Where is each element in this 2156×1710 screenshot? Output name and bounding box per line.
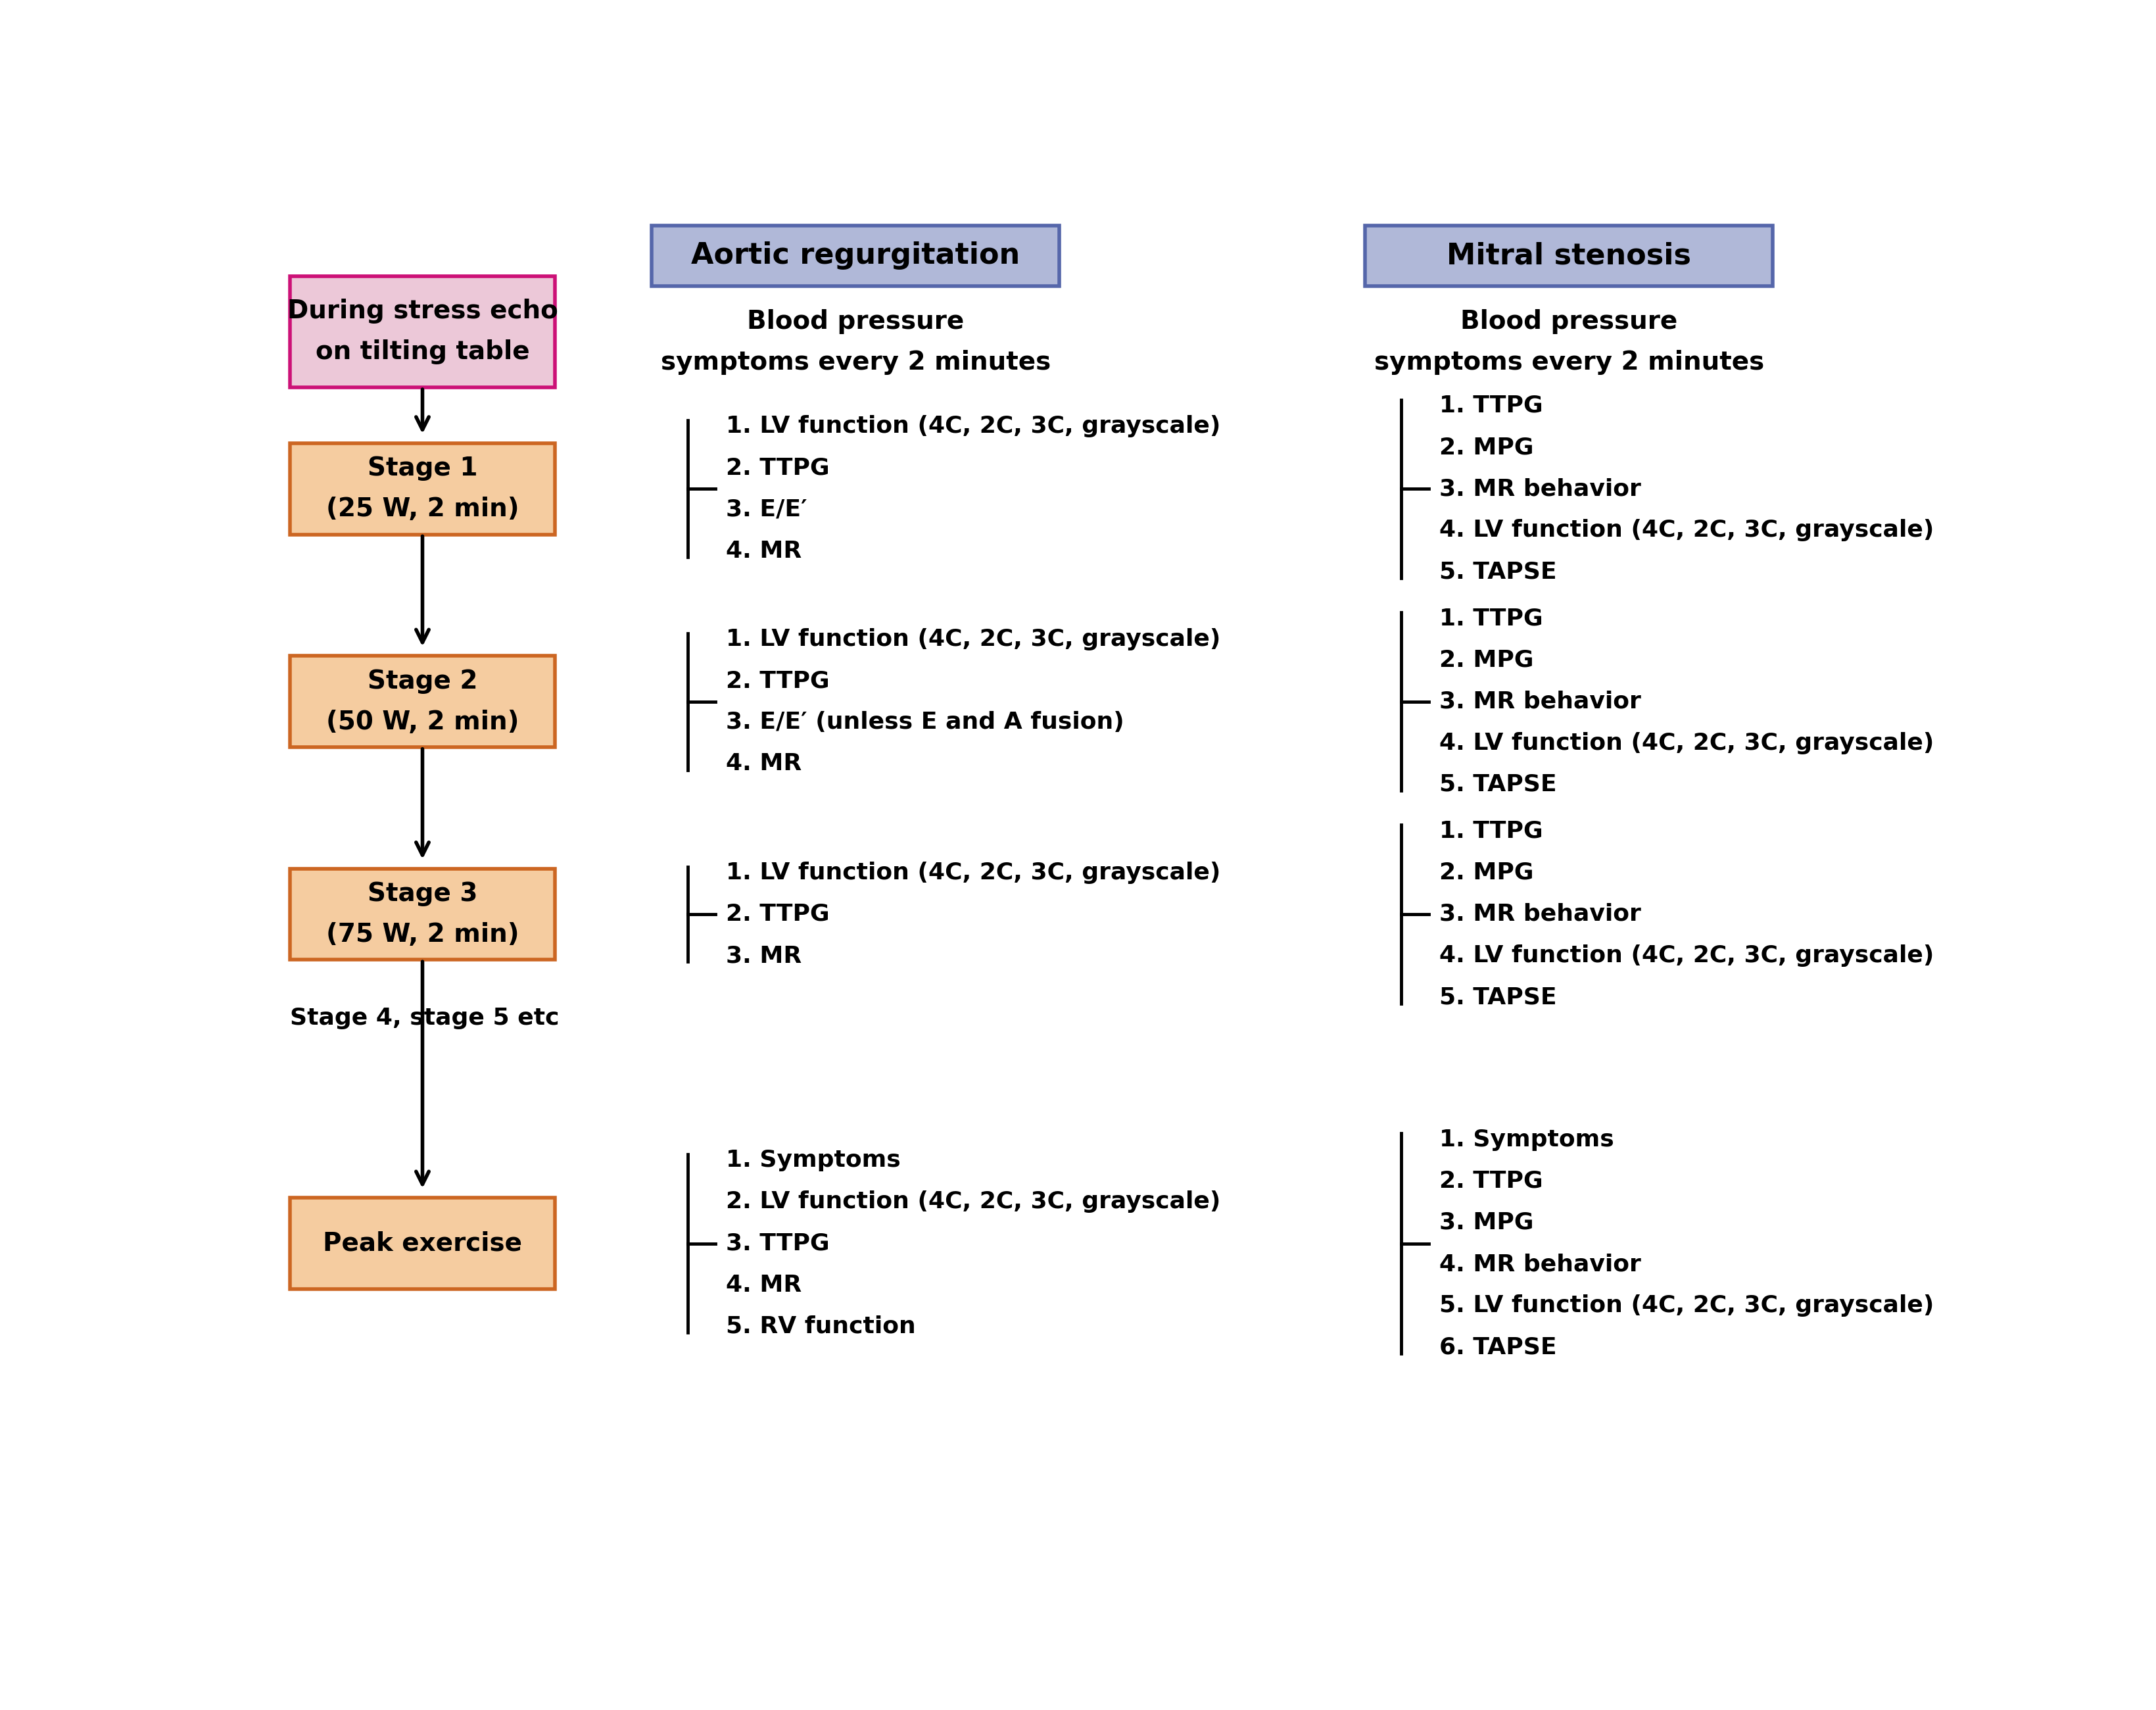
Text: 1. LV function (4C, 2C, 3C, grayscale): 1. LV function (4C, 2C, 3C, grayscale): [724, 416, 1220, 438]
Text: 3. E/E′: 3. E/E′: [724, 498, 806, 522]
Text: 3. TTPG: 3. TTPG: [724, 1233, 830, 1255]
Text: 5. TAPSE: 5. TAPSE: [1438, 773, 1557, 795]
Text: 1. Symptoms: 1. Symptoms: [1438, 1129, 1613, 1151]
Text: 3. MPG: 3. MPG: [1438, 1211, 1533, 1235]
Bar: [289, 869, 554, 959]
Text: 2. MPG: 2. MPG: [1438, 436, 1533, 458]
Text: 3. MR behavior: 3. MR behavior: [1438, 691, 1641, 713]
Text: 1. TTPG: 1. TTPG: [1438, 821, 1542, 843]
Text: 1. TTPG: 1. TTPG: [1438, 607, 1542, 629]
Text: 5. TAPSE: 5. TAPSE: [1438, 561, 1557, 583]
Text: 3. MR: 3. MR: [724, 944, 802, 966]
Text: During stress echo
on tilting table: During stress echo on tilting table: [287, 299, 558, 364]
Text: 4. LV function (4C, 2C, 3C, grayscale): 4. LV function (4C, 2C, 3C, grayscale): [1438, 944, 1934, 966]
Text: Blood pressure
symptoms every 2 minutes: Blood pressure symptoms every 2 minutes: [1373, 310, 1764, 374]
Text: 3. MR behavior: 3. MR behavior: [1438, 903, 1641, 925]
Text: 3. E/E′ (unless E and A fusion): 3. E/E′ (unless E and A fusion): [724, 711, 1123, 734]
Bar: [1365, 226, 1772, 286]
Text: 5. LV function (4C, 2C, 3C, grayscale): 5. LV function (4C, 2C, 3C, grayscale): [1438, 1294, 1934, 1317]
Bar: [289, 1197, 554, 1289]
Text: 1. LV function (4C, 2C, 3C, grayscale): 1. LV function (4C, 2C, 3C, grayscale): [724, 628, 1220, 650]
Text: Mitral stenosis: Mitral stenosis: [1447, 241, 1690, 270]
Text: 2. TTPG: 2. TTPG: [724, 457, 830, 479]
Text: 6. TAPSE: 6. TAPSE: [1438, 1336, 1557, 1358]
Text: 2. TTPG: 2. TTPG: [724, 670, 830, 693]
Text: 5. RV function: 5. RV function: [724, 1315, 916, 1337]
Text: 2. LV function (4C, 2C, 3C, grayscale): 2. LV function (4C, 2C, 3C, grayscale): [724, 1190, 1220, 1212]
Text: 1. Symptoms: 1. Symptoms: [724, 1149, 899, 1171]
Text: 2. MPG: 2. MPG: [1438, 862, 1533, 884]
Bar: [289, 275, 554, 388]
Text: 2. TTPG: 2. TTPG: [1438, 1170, 1542, 1192]
Text: Stage 4, stage 5 etc: Stage 4, stage 5 etc: [289, 1007, 558, 1029]
Text: Aortic regurgitation: Aortic regurgitation: [690, 241, 1020, 270]
Bar: [289, 657, 554, 747]
Text: 1. TTPG: 1. TTPG: [1438, 395, 1542, 417]
Bar: [289, 443, 554, 534]
Text: 4. MR: 4. MR: [724, 1274, 802, 1296]
Bar: [651, 226, 1059, 286]
Text: 2. MPG: 2. MPG: [1438, 648, 1533, 670]
Text: Blood pressure
symptoms every 2 minutes: Blood pressure symptoms every 2 minutes: [660, 310, 1050, 374]
Text: 1. LV function (4C, 2C, 3C, grayscale): 1. LV function (4C, 2C, 3C, grayscale): [724, 862, 1220, 884]
Text: 5. TAPSE: 5. TAPSE: [1438, 987, 1557, 1009]
Text: 2. TTPG: 2. TTPG: [724, 903, 830, 925]
Text: Stage 2
(50 W, 2 min): Stage 2 (50 W, 2 min): [326, 669, 520, 734]
Text: 4. LV function (4C, 2C, 3C, grayscale): 4. LV function (4C, 2C, 3C, grayscale): [1438, 732, 1934, 754]
Text: Stage 3
(75 W, 2 min): Stage 3 (75 W, 2 min): [326, 881, 520, 947]
Text: Stage 1
(25 W, 2 min): Stage 1 (25 W, 2 min): [326, 457, 520, 522]
Text: 4. MR: 4. MR: [724, 752, 802, 775]
Text: 4. MR behavior: 4. MR behavior: [1438, 1253, 1641, 1276]
Text: 3. MR behavior: 3. MR behavior: [1438, 477, 1641, 499]
Text: 4. LV function (4C, 2C, 3C, grayscale): 4. LV function (4C, 2C, 3C, grayscale): [1438, 520, 1934, 542]
Text: Peak exercise: Peak exercise: [323, 1231, 522, 1255]
Text: 4. MR: 4. MR: [724, 540, 802, 563]
